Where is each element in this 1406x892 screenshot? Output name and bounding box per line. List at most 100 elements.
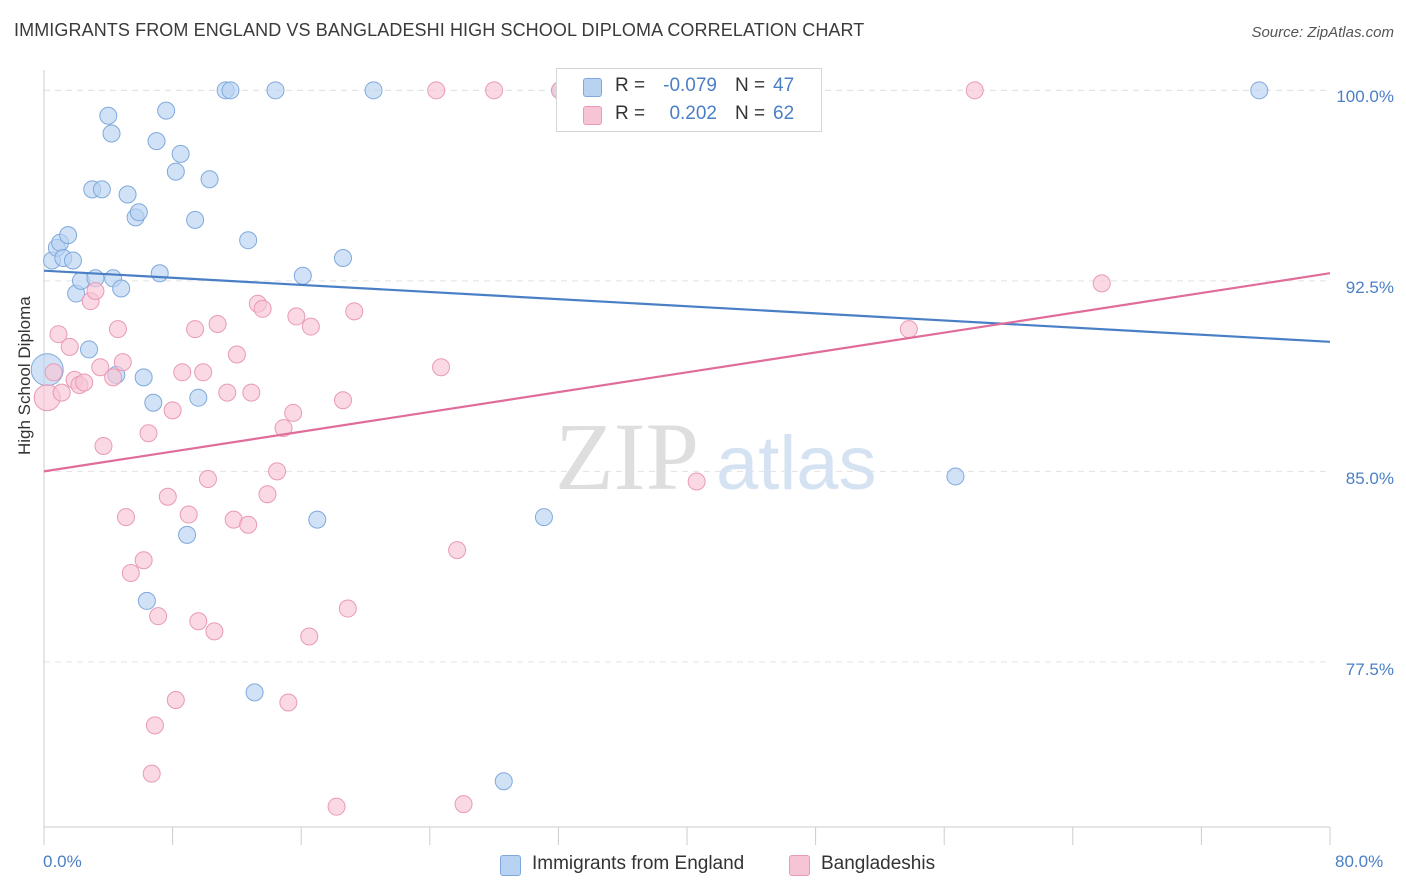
data-point xyxy=(108,320,127,339)
data-point xyxy=(284,403,303,422)
data-point xyxy=(118,185,137,204)
n-label: N = xyxy=(735,103,766,124)
data-point xyxy=(166,690,185,709)
y-axis-label: High School Diploma xyxy=(15,296,34,455)
data-point xyxy=(268,462,287,481)
data-point xyxy=(279,693,298,712)
data-point xyxy=(134,368,153,387)
n-label: N = xyxy=(735,75,766,96)
r-value: 0.202 xyxy=(669,103,717,124)
data-point xyxy=(144,393,163,412)
data-point xyxy=(333,391,352,410)
data-point xyxy=(965,81,984,100)
data-point xyxy=(116,508,135,527)
trend-lines xyxy=(43,269,1331,473)
data-point xyxy=(52,383,71,402)
y-tick-label-85: 85.0% xyxy=(1345,469,1394,488)
data-point xyxy=(345,302,364,321)
data-point xyxy=(171,144,190,163)
data-point xyxy=(94,436,113,455)
data-point xyxy=(333,248,352,267)
trend-line xyxy=(43,272,1331,473)
data-point xyxy=(1250,81,1269,100)
data-point xyxy=(534,508,553,527)
data-point xyxy=(178,525,197,544)
data-point xyxy=(145,716,164,735)
data-point xyxy=(227,345,246,364)
data-point xyxy=(432,358,451,377)
data-point xyxy=(173,363,192,382)
r-label: R = xyxy=(615,75,646,96)
data-point xyxy=(242,383,261,402)
data-point xyxy=(60,337,79,356)
data-point xyxy=(494,772,513,791)
data-point xyxy=(129,203,148,222)
data-point xyxy=(200,170,219,189)
data-point xyxy=(80,340,99,359)
data-point xyxy=(149,607,168,626)
data-point xyxy=(221,81,240,100)
data-point xyxy=(189,388,208,407)
data-point xyxy=(92,180,111,199)
legend-row-bangladeshis: R = 0.202 N = 62 xyxy=(557,101,821,127)
data-point xyxy=(287,307,306,326)
data-point xyxy=(454,795,473,814)
series-bangladeshis xyxy=(33,81,1111,816)
data-point xyxy=(300,627,319,646)
data-point xyxy=(205,622,224,641)
data-point xyxy=(687,472,706,491)
data-point xyxy=(239,231,258,250)
data-point xyxy=(86,282,105,301)
data-point xyxy=(59,226,78,245)
data-point xyxy=(99,106,118,125)
data-point xyxy=(218,383,237,402)
r-value: -0.079 xyxy=(663,75,717,96)
data-point xyxy=(338,599,357,618)
data-point xyxy=(166,162,185,181)
data-point xyxy=(163,401,182,420)
correlation-legend: R = -0.079 N = 47 R = 0.202 N = 62 xyxy=(556,68,822,132)
data-point xyxy=(239,515,258,534)
data-point xyxy=(293,266,312,285)
data-point xyxy=(485,81,504,100)
data-point xyxy=(49,325,68,344)
data-point xyxy=(186,320,205,339)
data-point xyxy=(194,363,213,382)
legend-row-england: R = -0.079 N = 47 xyxy=(557,73,821,99)
data-point xyxy=(274,419,293,438)
series-legend: Immigrants from England Bangladeshis xyxy=(0,850,1406,880)
trend-line xyxy=(43,269,1331,343)
data-point xyxy=(186,210,205,229)
data-point xyxy=(157,101,176,120)
legend-swatch-blue xyxy=(500,855,521,876)
r-label: R = xyxy=(615,103,646,124)
data-point xyxy=(134,551,153,570)
data-point xyxy=(112,279,131,298)
data-point xyxy=(113,353,132,372)
legend-swatch-pink xyxy=(789,855,810,876)
data-point xyxy=(44,363,63,382)
legend-label-bangladeshis: Bangladeshis xyxy=(821,853,936,874)
data-point xyxy=(104,368,123,387)
data-point xyxy=(899,320,918,339)
data-point xyxy=(189,612,208,631)
data-point xyxy=(1092,274,1111,293)
y-tick-label-92-5: 92.5% xyxy=(1345,278,1394,297)
chart-title: IMMIGRANTS FROM ENGLAND VS BANGLADESHI H… xyxy=(14,20,865,40)
data-point xyxy=(308,510,327,529)
data-point xyxy=(179,505,198,524)
legend-swatch-pink xyxy=(583,106,602,125)
chart-source: Source: ZipAtlas.com xyxy=(1251,24,1394,41)
data-point xyxy=(75,373,94,392)
legend-label-england: Immigrants from England xyxy=(532,853,745,874)
data-point xyxy=(258,485,277,504)
watermark-atlas: atlas xyxy=(716,421,877,506)
data-point xyxy=(137,591,156,610)
data-point xyxy=(63,251,82,270)
data-point xyxy=(198,469,217,488)
data-point xyxy=(121,563,140,582)
data-point xyxy=(448,541,467,560)
y-tick-label-100: 100.0% xyxy=(1336,87,1394,106)
data-point xyxy=(102,124,121,143)
